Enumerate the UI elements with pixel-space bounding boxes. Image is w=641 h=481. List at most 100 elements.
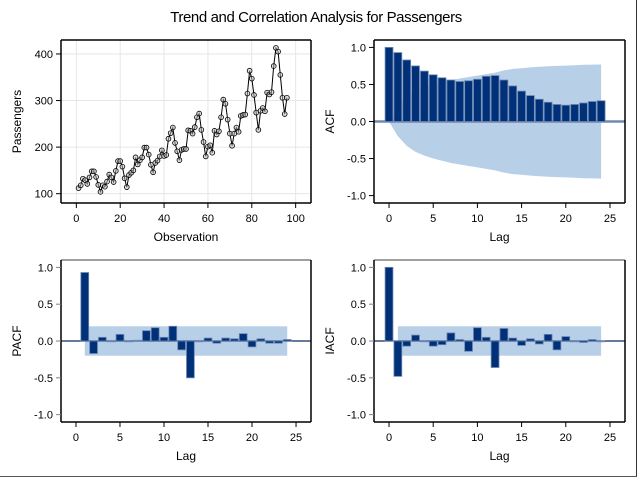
x-tick-label: 100 [286,213,304,225]
x-tick-label: 40 [158,213,170,225]
bar-lag-18 [543,333,553,342]
bar-lag-5 [428,74,438,122]
bar-lag-5 [115,333,125,342]
y-tick-label: 1.0 [38,262,53,274]
y-tick-label: 0.5 [351,299,366,311]
bar-lag-10 [159,336,169,342]
bar-lag-17 [534,98,544,122]
pacf-panel: 0 5 10 15 20 25 -1.0 -0.5 0.0 0.5 1.0 Lag PACF [10,259,312,463]
data-point [275,48,281,55]
bar-lag-10 [473,78,482,122]
data-point [172,140,178,146]
bar-lag-12 [490,340,500,368]
bar-lag-8 [455,81,465,122]
data-point [281,111,288,117]
bar-lag-20 [561,104,571,122]
x-tick-label: 0 [73,432,79,444]
x-axis-label: Lag [176,449,196,463]
bar-lag-14 [508,85,518,122]
y-axis-label: PACF [10,325,24,356]
x-tick-label: 25 [290,432,302,444]
bar-lag-6 [124,340,134,343]
data-point [218,114,224,121]
data-point [191,124,198,130]
bar-lag-6 [437,77,447,122]
bar-lag-7 [133,339,142,342]
y-tick-label: 300 [35,96,53,108]
data-point [207,142,213,149]
bar-lag-6 [437,340,447,346]
bar-lag-5 [428,340,438,347]
bar-lag-24 [596,340,606,343]
y-axis-label: ACF [323,110,337,134]
bar-lag-1 [393,340,403,377]
x-tick-label: 80 [246,213,258,225]
bar-lag-10 [473,327,482,342]
bar-lag-19 [552,340,562,351]
bar-lag-7 [446,332,456,342]
series-line [78,46,288,194]
bar-lag-22 [265,340,274,344]
x-tick-label: 20 [560,432,572,444]
data-point [117,158,124,164]
data-point [104,178,110,185]
x-tick-label: 0 [386,213,392,225]
bar-lag-24 [596,100,606,122]
bar-lag-15 [517,340,526,346]
bar-lag-17 [534,340,544,345]
bar-lag-1 [393,52,403,122]
bar-lag-12 [177,340,186,351]
data-point [159,147,165,154]
bar-lag-3 [98,336,107,342]
data-point [102,183,108,190]
bar-lag-15 [517,90,526,122]
data-point [170,124,176,131]
bar-lag-8 [142,330,151,342]
y-tick-label: -0.5 [34,373,53,385]
x-tick-label: 15 [202,432,214,444]
y-tick-label: -1.0 [34,410,53,422]
iacf-panel: 0 5 10 15 20 25 -1.0 -0.5 0.0 0.5 1.0 Lag IACF [323,259,626,463]
data-point [130,167,137,174]
bar-lag-11 [481,336,491,342]
x-tick-label: 10 [158,432,170,444]
x-tick-label: 5 [430,213,436,225]
data-point [132,154,139,161]
x-axis-label: Lag [489,230,509,244]
bar-lag-9 [464,340,473,352]
bar-lag-21 [570,340,579,343]
y-axis-label: Passengers [10,90,24,153]
bar-lag-16 [526,95,535,122]
bar-lag-20 [561,336,571,342]
data-point [251,92,257,98]
y-tick-label: 200 [35,142,53,154]
data-point [229,142,235,149]
data-point [119,163,126,170]
y-tick-label: -0.5 [347,154,366,166]
bar-lag-22 [579,340,588,343]
y-tick-label: 0.0 [351,117,366,129]
data-point [84,181,91,187]
data-point [233,124,240,131]
bar-lag-23 [587,339,597,342]
y-tick-label: 0.0 [38,336,53,348]
bar-lag-11 [168,325,178,342]
data-point [145,151,152,158]
bar-lag-1 [80,272,90,342]
data-point [108,174,115,181]
y-tick-label: 0.5 [38,299,53,311]
bar-lag-22 [579,102,588,122]
data-point [139,154,145,161]
bar-lag-2 [402,340,412,347]
y-tick-label: 1.0 [351,262,366,274]
data-point [246,67,253,74]
bar-lag-21 [570,104,579,122]
bar-lag-15 [203,337,213,342]
x-tick-label: 0 [73,213,79,225]
bar-lag-9 [150,327,160,342]
bar-lag-8 [455,339,465,342]
x-tick-label: 25 [604,213,616,225]
y-tick-label: 1.0 [351,42,366,54]
bar-lag-0 [384,266,394,342]
bar-lag-18 [230,338,239,342]
